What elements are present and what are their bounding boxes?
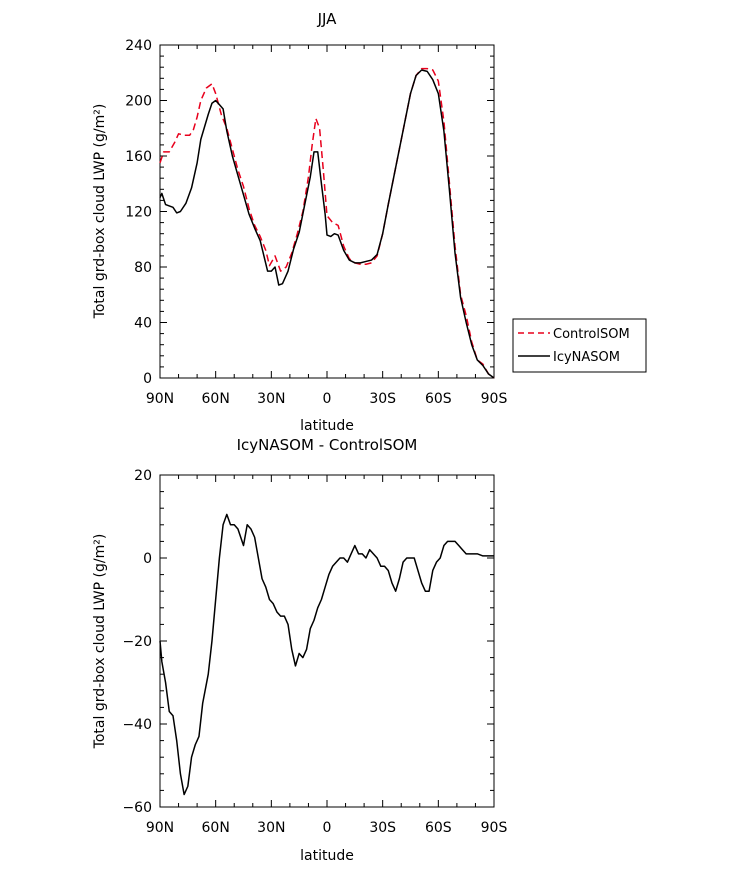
bottom-x-tick-label: 30N	[257, 820, 285, 836]
top-x-axis-title: latitude	[300, 418, 354, 434]
top-y-tick-label: 200	[125, 94, 152, 110]
bottom-y-tick-label: −20	[122, 634, 152, 650]
bottom-y-tick-label: −60	[122, 800, 152, 816]
bottom-x-tick-label: 60N	[202, 820, 230, 836]
top-x-tick-label: 30S	[369, 391, 396, 407]
top-x-tick-label: 90S	[481, 391, 508, 407]
legend: ControlSOM IcyNASOM	[512, 318, 647, 373]
bottom-x-tick-label: 60S	[425, 820, 452, 836]
bottom-series-line-1	[159, 513, 494, 796]
top-y-tick-label: 0	[143, 371, 152, 387]
top-x-tick-label: 60S	[425, 391, 452, 407]
top-x-tick-label: 0	[323, 391, 332, 407]
bottom-y-tick-label: −40	[122, 717, 152, 733]
bottom-x-tick-label: 90S	[481, 820, 508, 836]
top-y-tick-label: 160	[125, 149, 152, 165]
top-x-tick-label: 30N	[257, 391, 285, 407]
top-chart-title: JJA	[317, 10, 338, 28]
top-x-tick-label: 90N	[146, 391, 174, 407]
bottom-y-tick-label: 0	[143, 551, 152, 567]
top-x-tick-label: 60N	[202, 391, 230, 407]
bottom-series-layer	[159, 513, 494, 796]
panel-bottom: IcyNASOM - ControlSOM 90N 60N 30N 0 30S 60S 90…	[92, 436, 507, 864]
top-y-tick-label: 80	[134, 260, 152, 276]
bottom-y-axis-title: Total grd-box cloud LWP (g/m²)	[92, 534, 108, 750]
bottom-chart-title: IcyNASOM - ControlSOM	[237, 436, 418, 454]
bottom-axis-ticks: 90N 60N 30N 0 30S 60S 90S −60 −40 −20 0 20	[122, 468, 507, 836]
top-y-tick-label: 40	[134, 316, 152, 332]
bottom-y-tick-label: 20	[134, 468, 152, 484]
top-axis-ticks: 90N 60N 30N 0 30S 60S 90S 0 40 80 120 160 200 240	[125, 38, 507, 407]
bottom-x-tick-label: 30S	[369, 820, 396, 836]
panel-top: JJA 90N 60N 30N 0 30S 60S 90S 0 40 80 120 160 200 240…	[92, 10, 647, 434]
top-y-tick-label: 240	[125, 38, 152, 54]
top-series-line-icynasom	[159, 69, 495, 379]
top-series-layer	[159, 67, 495, 379]
top-series-line-controlsom	[159, 67, 495, 379]
bottom-x-axis-title: latitude	[300, 848, 354, 864]
legend-label-controlsom: ControlSOM	[553, 327, 630, 342]
bottom-plot-frame	[159, 474, 495, 808]
bottom-x-tick-label: 90N	[146, 820, 174, 836]
legend-label-icynasom: IcyNASOM	[553, 350, 620, 365]
legend-box	[512, 318, 647, 373]
top-y-axis-title: Total grd-box cloud LWP (g/m²)	[92, 104, 108, 320]
bottom-x-tick-label: 0	[323, 820, 332, 836]
top-y-tick-label: 120	[125, 205, 152, 221]
